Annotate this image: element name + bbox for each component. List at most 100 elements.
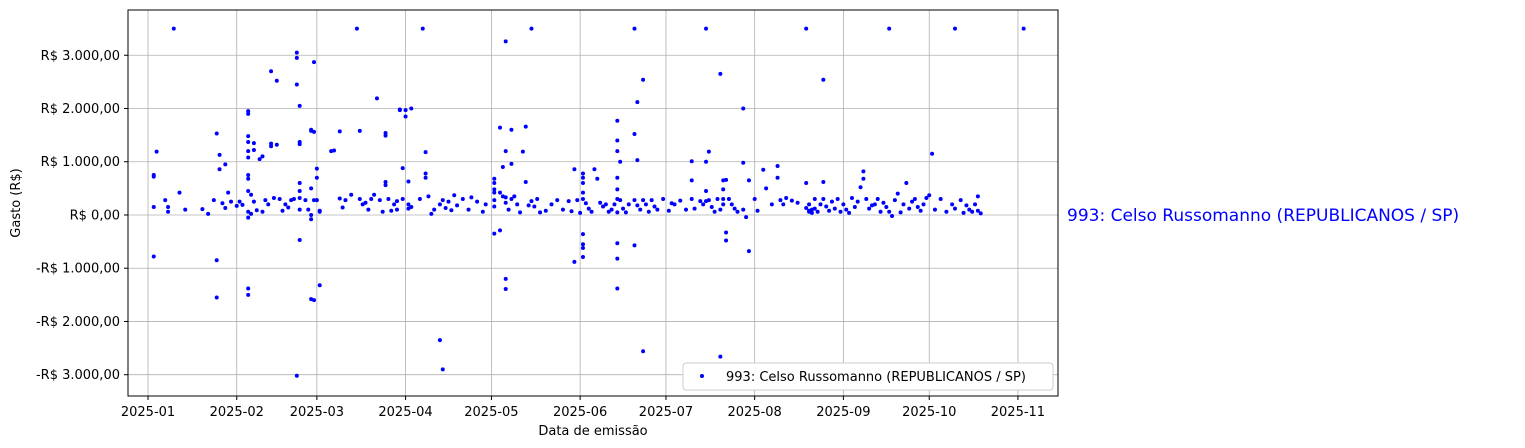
data-point — [907, 206, 912, 211]
data-point — [572, 167, 577, 172]
data-point — [829, 199, 834, 204]
data-point — [274, 78, 279, 83]
data-point — [804, 206, 809, 211]
data-point — [214, 258, 219, 263]
data-point — [580, 181, 585, 186]
y-axis-ticks: R$ 3.000,00 R$ 2.000,00 R$ 1.000,00 R$ 0,00… — [36, 49, 128, 383]
data-point — [626, 202, 631, 207]
data-point — [724, 177, 729, 182]
data-point — [409, 204, 414, 209]
data-point — [732, 206, 737, 211]
data-point — [632, 132, 637, 137]
data-point — [598, 200, 603, 205]
data-point — [317, 208, 322, 213]
data-point — [887, 209, 892, 214]
data-point — [374, 96, 379, 101]
data-point — [483, 202, 488, 207]
data-point — [246, 109, 251, 114]
data-point — [615, 187, 620, 192]
data-point — [280, 208, 285, 213]
data-point — [475, 199, 480, 204]
data-point — [838, 209, 843, 214]
data-point — [672, 202, 677, 207]
data-point — [523, 124, 528, 129]
data-point — [938, 197, 943, 202]
data-point — [206, 211, 211, 216]
data-point — [217, 167, 222, 172]
legend-box — [682, 362, 1054, 391]
data-point — [283, 202, 288, 207]
data-point — [251, 141, 256, 146]
data-point — [337, 196, 342, 201]
data-point — [406, 202, 411, 207]
data-point — [312, 298, 316, 303]
data-point — [357, 197, 362, 202]
y-tick-label: -R$ 3.000,00 — [36, 368, 120, 383]
data-point — [615, 149, 620, 154]
data-point — [704, 159, 709, 164]
data-point — [724, 238, 729, 243]
x-tick-label: 2025-09 — [816, 405, 870, 420]
data-point — [380, 209, 385, 214]
data-point — [455, 203, 460, 208]
data-point — [815, 209, 820, 214]
data-point — [446, 199, 451, 204]
data-point — [975, 208, 980, 213]
data-point — [297, 238, 302, 242]
data-point — [166, 204, 171, 209]
data-point — [635, 203, 640, 208]
data-point — [704, 26, 709, 31]
data-point — [847, 210, 852, 215]
data-point — [566, 199, 571, 204]
data-point — [183, 207, 188, 212]
data-point — [369, 197, 374, 202]
data-point — [890, 214, 895, 219]
data-point — [632, 26, 637, 31]
data-point — [460, 197, 465, 202]
data-point — [383, 133, 388, 138]
data-point — [689, 159, 694, 164]
data-point — [569, 209, 574, 214]
data-point — [615, 210, 620, 215]
data-point — [297, 181, 302, 186]
data-point — [500, 165, 505, 170]
data-point — [973, 202, 978, 207]
data-point — [518, 210, 523, 215]
data-point — [246, 134, 251, 139]
data-point — [618, 159, 623, 164]
data-point — [200, 207, 205, 212]
data-point — [429, 211, 434, 216]
legend-label: 993: Celso Russomanno (REPUBLICANOS / SP… — [726, 370, 1026, 385]
data-point — [872, 202, 877, 207]
data-point — [309, 217, 314, 222]
data-point — [632, 198, 637, 203]
data-point — [363, 200, 368, 205]
data-point — [821, 179, 826, 184]
data-point — [895, 191, 900, 196]
data-point — [752, 197, 757, 202]
data-point — [910, 199, 915, 204]
data-point — [849, 195, 854, 200]
data-point — [154, 149, 159, 154]
data-point — [260, 154, 265, 159]
data-point — [498, 228, 502, 233]
data-point — [266, 202, 271, 207]
data-point — [503, 39, 508, 44]
data-point — [260, 209, 265, 214]
data-point — [151, 174, 156, 179]
data-point — [297, 207, 302, 212]
data-point — [580, 175, 585, 180]
x-tick-label: 2025-04 — [378, 405, 432, 420]
data-point — [383, 183, 388, 188]
data-point — [804, 26, 809, 31]
y-tick-label: R$ 3.000,00 — [41, 49, 120, 64]
data-point — [615, 118, 620, 123]
x-tick-label: 2025-08 — [728, 405, 782, 420]
data-point — [867, 206, 872, 211]
data-point — [852, 204, 857, 209]
data-point — [746, 178, 751, 183]
data-point — [583, 201, 588, 206]
data-point — [712, 209, 717, 214]
data-point — [409, 106, 414, 111]
data-point — [529, 26, 534, 31]
